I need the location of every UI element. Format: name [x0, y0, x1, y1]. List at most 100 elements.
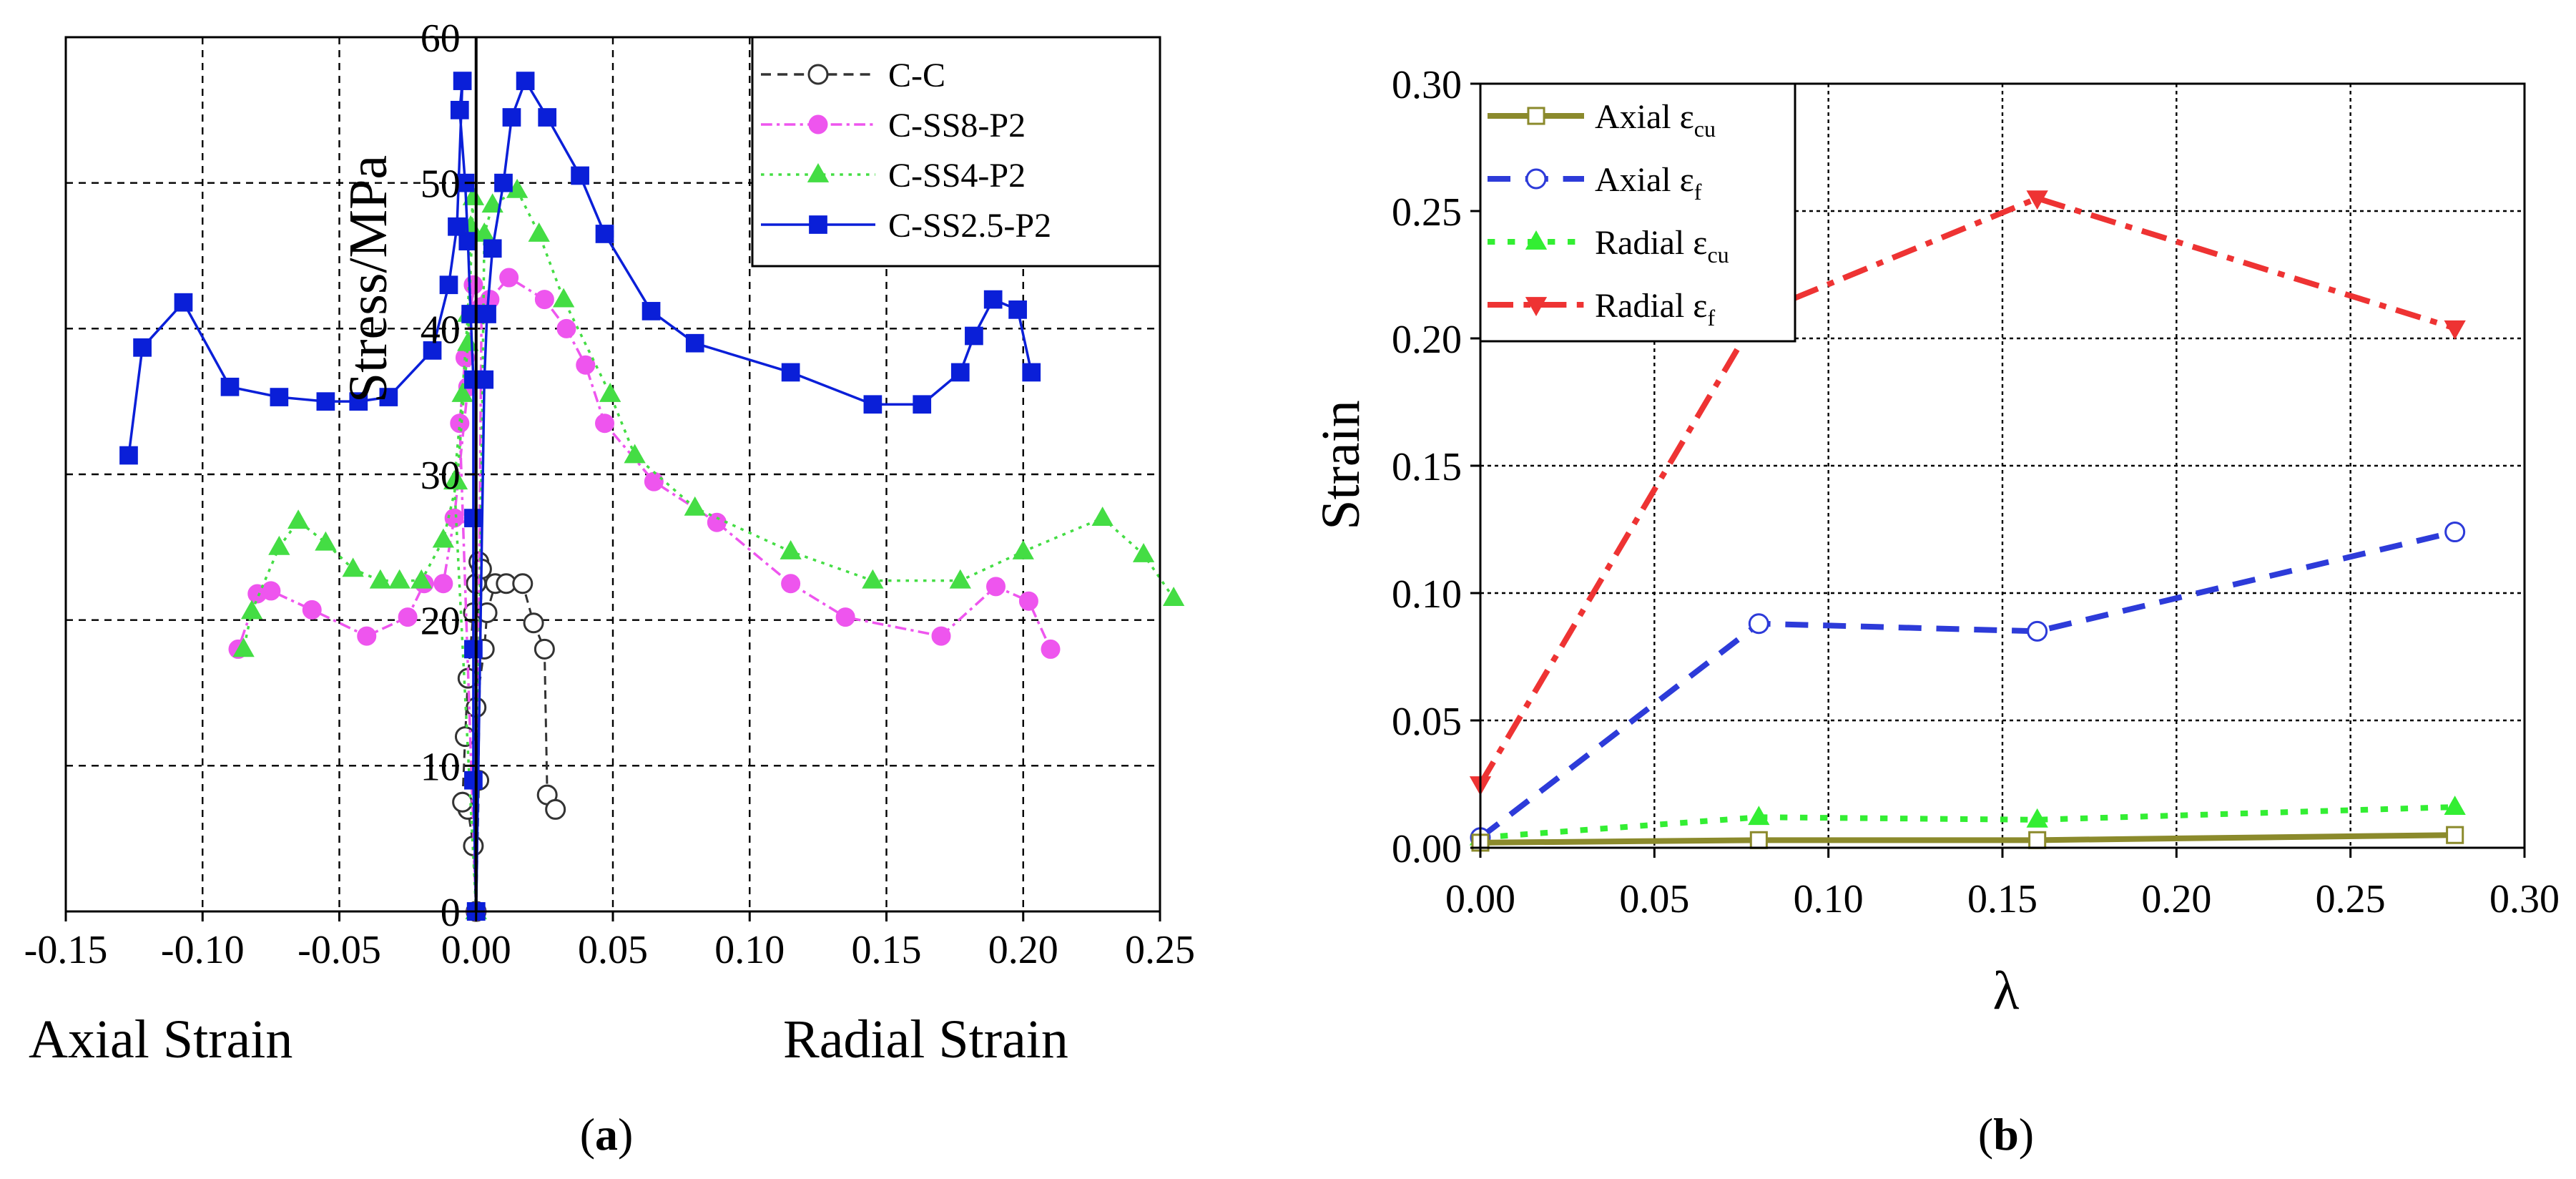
legend-marker	[807, 64, 829, 85]
data-point	[463, 275, 483, 295]
y-tick-label: 0.25	[1392, 190, 1462, 235]
data-point	[357, 626, 377, 646]
data-point	[240, 600, 263, 620]
x-tick-label: 0.20	[2141, 877, 2211, 921]
y-tick-label: 0.05	[1392, 700, 1462, 744]
data-point	[644, 471, 664, 491]
data-point	[684, 496, 706, 516]
series-line	[1480, 804, 2455, 841]
data-point	[481, 193, 503, 213]
chart-a-ticks: 0 10 20 30 40 50 60 -0.15 -0.10 -0.05 0.00 0.05 0.10…	[24, 16, 1195, 972]
data-point	[388, 569, 411, 589]
data-point	[316, 392, 335, 411]
data-point	[534, 290, 554, 310]
data-point	[780, 539, 802, 559]
data-point	[913, 395, 932, 414]
x-tick-label: -0.05	[298, 928, 381, 972]
data-point	[2027, 620, 2048, 642]
data-point	[119, 446, 138, 465]
chart-b-ylabel: Strain	[1311, 400, 1371, 530]
data-point	[1012, 539, 1034, 559]
data-point	[483, 239, 502, 258]
legend-label: Radial εf	[1595, 287, 1715, 331]
data-point	[1091, 507, 1114, 526]
legend-label-main: Radial ε	[1595, 287, 1707, 325]
data-point	[781, 363, 800, 382]
data-point	[2026, 190, 2048, 210]
x-tick-label: 0.05	[1619, 877, 1689, 921]
series-line	[1480, 832, 2455, 846]
chart-a-xlabel-left: Axial Strain	[29, 1009, 292, 1070]
data-point	[599, 383, 621, 402]
data-point	[965, 326, 983, 346]
data-point	[369, 569, 392, 589]
chart-a-series	[119, 72, 1185, 922]
data-point	[499, 268, 519, 288]
x-tick-label: 0.10	[1794, 877, 1864, 921]
data-point	[432, 528, 455, 548]
data-point	[1162, 587, 1185, 607]
y-tick-label: 0	[441, 891, 461, 935]
data-point	[439, 275, 458, 295]
legend-label: C-C	[888, 57, 945, 94]
legend-marker	[808, 114, 828, 134]
data-point	[685, 333, 704, 353]
data-point	[576, 355, 596, 375]
data-point	[641, 302, 661, 321]
y-tick-label: 0.30	[1392, 63, 1462, 107]
data-point	[931, 626, 951, 646]
legend-label-sub: f	[1694, 179, 1702, 205]
legend-marker	[809, 215, 827, 234]
data-point	[595, 225, 614, 243]
x-tick-label: 0.00	[1445, 877, 1515, 921]
data-point	[949, 569, 971, 589]
legend-label-main: Radial ε	[1595, 224, 1707, 262]
data-point	[534, 638, 555, 660]
data-point	[464, 770, 483, 790]
data-point	[476, 602, 498, 623]
data-point	[1748, 806, 1770, 826]
legend-label: C-SS4-P2	[888, 157, 1026, 195]
data-point	[302, 600, 322, 620]
chart-b: 0.00 0.05 0.10 0.15 0.20 0.25 0.30 0.00 0.05 0.10…	[1311, 63, 2560, 1160]
legend-label: Radial εcu	[1595, 224, 1729, 268]
data-point	[464, 509, 483, 527]
data-point	[448, 217, 466, 236]
data-point	[2444, 796, 2466, 815]
data-point	[1008, 300, 1027, 319]
data-point	[452, 791, 473, 813]
y-tick-label: 0.15	[1392, 445, 1462, 489]
x-tick-label: 0.10	[714, 928, 785, 972]
data-point	[512, 573, 534, 595]
data-point	[423, 341, 442, 360]
data-point	[475, 370, 494, 389]
data-point	[450, 100, 469, 119]
legend-label-main: Axial ε	[1595, 98, 1694, 136]
data-point	[220, 377, 240, 396]
legend-label-sub: cu	[1694, 116, 1716, 142]
x-tick-label: 0.05	[578, 928, 648, 972]
data-point	[270, 388, 289, 406]
y-tick-label: 0.20	[1392, 318, 1462, 362]
data-point	[1041, 639, 1061, 659]
data-point	[2444, 522, 2466, 543]
data-point	[502, 108, 521, 127]
y-tick-label: 30	[421, 454, 461, 498]
chart-b-xlabel: λ	[1993, 961, 2020, 1021]
data-point	[1748, 613, 1769, 635]
chart-b-ticks: 0.00 0.05 0.10 0.15 0.20 0.25 0.30 0.00 0.05 0.10…	[1392, 63, 2560, 921]
x-tick-label: -0.10	[161, 928, 245, 972]
legend-label: C-SS8-P2	[888, 107, 1026, 145]
data-point	[595, 414, 615, 434]
data-point	[398, 607, 418, 627]
data-point	[444, 508, 464, 528]
data-point	[2026, 808, 2048, 828]
data-point	[232, 637, 255, 657]
data-point	[342, 557, 364, 577]
y-tick-label: 0.10	[1392, 572, 1462, 617]
legend-marker	[807, 163, 830, 182]
legend-marker	[1525, 168, 1547, 190]
chart-a-legend: C-C C-SS8-P2 C-SS4-P2 C-SS2.5-P2	[751, 36, 1161, 268]
